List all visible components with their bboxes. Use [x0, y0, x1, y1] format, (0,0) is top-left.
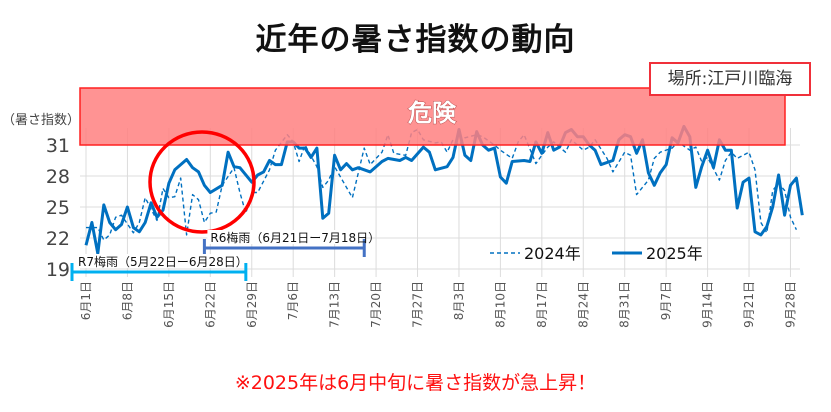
x-tick-label: 6月22日: [203, 281, 217, 328]
x-tick-label: 7月27日: [411, 281, 425, 328]
x-tick-label: 7月6日: [286, 281, 300, 320]
x-tick-label: 9月14日: [701, 281, 715, 328]
chart-title: 近年の暑さ指数の動向: [255, 22, 576, 58]
y-axis-label: （暑さ指数）: [2, 113, 80, 128]
rainy-season-label-bg: [75, 254, 243, 268]
location-label: 場所:江戸川臨海: [649, 62, 811, 96]
danger-zone: [79, 87, 786, 146]
x-tick-label: 6月8日: [120, 281, 134, 320]
rainy-season-label-bg: [207, 230, 362, 244]
y-tick-label: 19: [46, 259, 70, 281]
x-tick-label: 9月28日: [783, 281, 797, 328]
x-tick-label: 7月13日: [328, 281, 342, 328]
x-tick-label: 9月7日: [659, 281, 673, 320]
x-tick-label: 9月21日: [742, 281, 756, 328]
x-tick-label: 7月20日: [369, 281, 383, 328]
x-tick-label: 6月29日: [245, 281, 259, 328]
x-tick-label: 8月3日: [452, 281, 466, 320]
highlight-circle: [148, 130, 256, 234]
x-tick-label: 8月17日: [535, 281, 549, 328]
legend-label: 2024年: [524, 244, 581, 263]
y-tick-label: 28: [46, 166, 70, 188]
footnote: ※2025年は6月中旬に暑さ指数が急上昇！: [234, 372, 597, 394]
x-tick-label: 8月31日: [618, 281, 632, 328]
y-tick-label: 31: [46, 135, 70, 157]
y-tick-label: 22: [46, 228, 70, 250]
danger-zone-label: 危険: [408, 99, 457, 127]
rainy-season-label: R7梅雨（5月22日ー6月28日）: [78, 254, 248, 269]
x-tick-label: 8月10日: [493, 281, 507, 328]
y-tick-label: 25: [46, 197, 70, 219]
legend-label: 2025年: [646, 244, 703, 263]
x-tick-label: 6月1日: [79, 281, 93, 320]
x-tick-label: 6月15日: [162, 281, 176, 328]
x-tick-label: 8月24日: [576, 281, 590, 328]
rainy-season-label: R6梅雨（6月21日ー7月18日）: [210, 230, 380, 245]
